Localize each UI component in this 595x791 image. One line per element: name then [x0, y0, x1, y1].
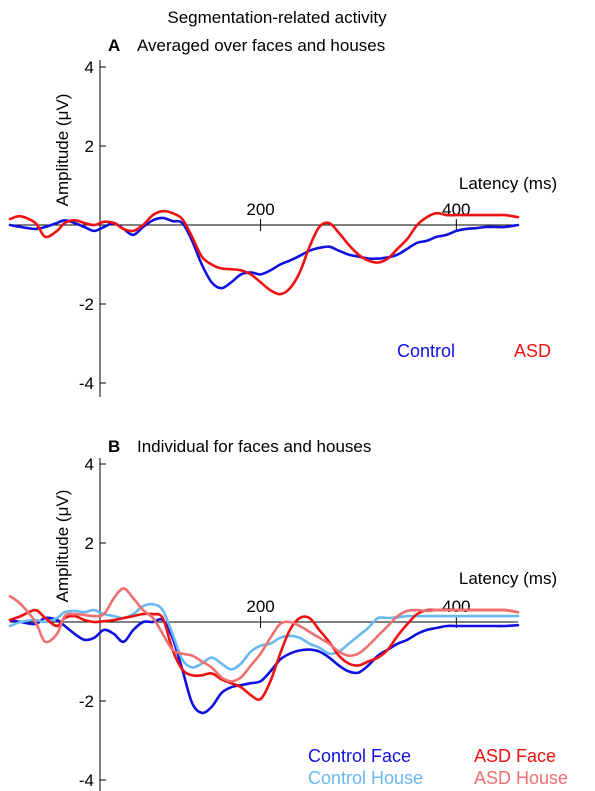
legend-control-face: Control Face — [308, 746, 411, 766]
panel-b-subtitle: Individual for faces and houses — [137, 437, 371, 456]
x-tick-label: 200 — [246, 200, 274, 219]
legend-asd: ASD — [514, 341, 551, 361]
panel-b-chart: 4 2 -2 -4 200 400 Latency (ms) Amplitude (μV) — [8, 455, 557, 791]
series-line-asd-house-b — [8, 587, 520, 683]
x-tick-label: 200 — [246, 597, 274, 616]
y-tick-label: 2 — [85, 137, 94, 156]
y-tick-label: 4 — [85, 455, 94, 474]
legend-asd-house: ASD House — [474, 768, 568, 788]
y-axis-label-a: Amplitude (μV) — [53, 94, 72, 207]
y-axis-label-b: Amplitude (μV) — [53, 490, 72, 603]
y-tick-label: -4 — [79, 771, 94, 790]
panel-b-letter: B — [108, 437, 120, 456]
x-axis-label-b: Latency (ms) — [459, 569, 557, 588]
y-tick-label: -4 — [79, 374, 94, 393]
series-line-control-a — [8, 216, 520, 290]
series-line-control-face-b — [8, 616, 520, 715]
legend-asd-face: ASD Face — [474, 746, 556, 766]
series-line-asd-a — [8, 209, 520, 296]
figure-title: Segmentation-related activity — [167, 8, 387, 27]
legend-control-house: Control House — [308, 768, 423, 788]
x-axis-label-a: Latency (ms) — [459, 174, 557, 193]
legend-control: Control — [397, 341, 455, 361]
y-tick-label: 2 — [85, 534, 94, 553]
y-tick-label: 4 — [85, 58, 94, 77]
y-tick-label: -2 — [79, 692, 94, 711]
series-line-asd-face-b — [8, 608, 520, 701]
panel-a-subtitle: Averaged over faces and houses — [137, 36, 385, 55]
y-tick-label: -2 — [79, 295, 94, 314]
x-tick-label: 400 — [442, 597, 470, 616]
panel-a-letter: A — [108, 36, 120, 55]
